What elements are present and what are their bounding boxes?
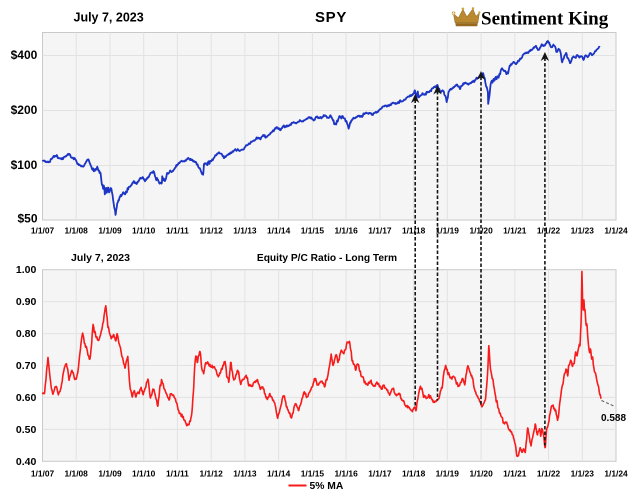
svg-text:1/1/10: 1/1/10 xyxy=(132,226,156,236)
svg-text:0.50: 0.50 xyxy=(16,424,37,436)
svg-text:1/1/16: 1/1/16 xyxy=(334,468,358,478)
svg-text:Equity P/C Ratio - Long Term: Equity P/C Ratio - Long Term xyxy=(257,253,397,264)
svg-text:July 7, 2023: July 7, 2023 xyxy=(74,11,144,25)
svg-text:SPY: SPY xyxy=(315,9,347,26)
svg-text:0.588: 0.588 xyxy=(601,413,626,424)
svg-text:1/1/08: 1/1/08 xyxy=(65,468,89,478)
svg-text:1/1/20: 1/1/20 xyxy=(469,226,493,236)
svg-text:0.70: 0.70 xyxy=(16,360,37,372)
svg-text:1/1/11: 1/1/11 xyxy=(166,226,189,236)
svg-text:1/1/12: 1/1/12 xyxy=(200,226,224,236)
svg-text:0.80: 0.80 xyxy=(16,328,37,340)
svg-text:0.60: 0.60 xyxy=(16,392,37,404)
svg-text:1/1/17: 1/1/17 xyxy=(368,468,392,478)
svg-text:1/1/10: 1/1/10 xyxy=(132,468,156,478)
svg-text:1/1/11: 1/1/11 xyxy=(166,468,189,478)
svg-text:July 7, 2023: July 7, 2023 xyxy=(71,252,130,264)
svg-text:1/1/12: 1/1/12 xyxy=(200,468,224,478)
svg-text:1/1/08: 1/1/08 xyxy=(65,226,89,236)
svg-text:1/1/09: 1/1/09 xyxy=(98,468,122,478)
svg-text:1/1/21: 1/1/21 xyxy=(503,468,527,478)
svg-text:$400: $400 xyxy=(11,48,38,62)
svg-text:1/1/17: 1/1/17 xyxy=(368,226,392,236)
svg-text:1/1/15: 1/1/15 xyxy=(301,226,325,236)
svg-text:1/1/24: 1/1/24 xyxy=(604,226,628,236)
svg-text:1/1/23: 1/1/23 xyxy=(571,468,595,478)
svg-text:1/1/14: 1/1/14 xyxy=(267,226,291,236)
svg-text:1/1/19: 1/1/19 xyxy=(436,468,460,478)
svg-text:5% MA: 5% MA xyxy=(310,481,344,492)
svg-text:1/1/20: 1/1/20 xyxy=(469,468,493,478)
svg-text:0.90: 0.90 xyxy=(16,296,37,308)
svg-text:$100: $100 xyxy=(11,158,38,172)
svg-text:1/1/19: 1/1/19 xyxy=(436,226,460,236)
svg-text:1/1/24: 1/1/24 xyxy=(604,468,628,478)
svg-text:1/1/07: 1/1/07 xyxy=(31,468,55,478)
svg-text:1/1/22: 1/1/22 xyxy=(537,226,561,236)
svg-text:1/1/22: 1/1/22 xyxy=(537,468,561,478)
svg-text:1/1/13: 1/1/13 xyxy=(233,468,257,478)
svg-text:$50: $50 xyxy=(17,212,37,226)
svg-text:1/1/16: 1/1/16 xyxy=(334,226,358,236)
svg-text:1/1/14: 1/1/14 xyxy=(267,468,291,478)
svg-text:1/1/18: 1/1/18 xyxy=(402,226,426,236)
svg-text:0.40: 0.40 xyxy=(16,456,37,468)
svg-text:1/1/09: 1/1/09 xyxy=(98,226,122,236)
svg-text:$200: $200 xyxy=(11,103,38,117)
svg-text:1/1/21: 1/1/21 xyxy=(503,226,527,236)
svg-text:1/1/07: 1/1/07 xyxy=(31,226,55,236)
svg-text:1/1/13: 1/1/13 xyxy=(233,226,257,236)
svg-text:Sentiment King: Sentiment King xyxy=(481,9,609,30)
svg-text:1/1/18: 1/1/18 xyxy=(402,468,426,478)
svg-text:1/1/15: 1/1/15 xyxy=(301,468,325,478)
svg-text:1.00: 1.00 xyxy=(16,264,37,276)
svg-text:1/1/23: 1/1/23 xyxy=(571,226,595,236)
